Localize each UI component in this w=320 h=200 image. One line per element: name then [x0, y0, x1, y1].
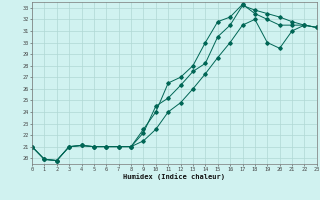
- X-axis label: Humidex (Indice chaleur): Humidex (Indice chaleur): [124, 173, 225, 180]
